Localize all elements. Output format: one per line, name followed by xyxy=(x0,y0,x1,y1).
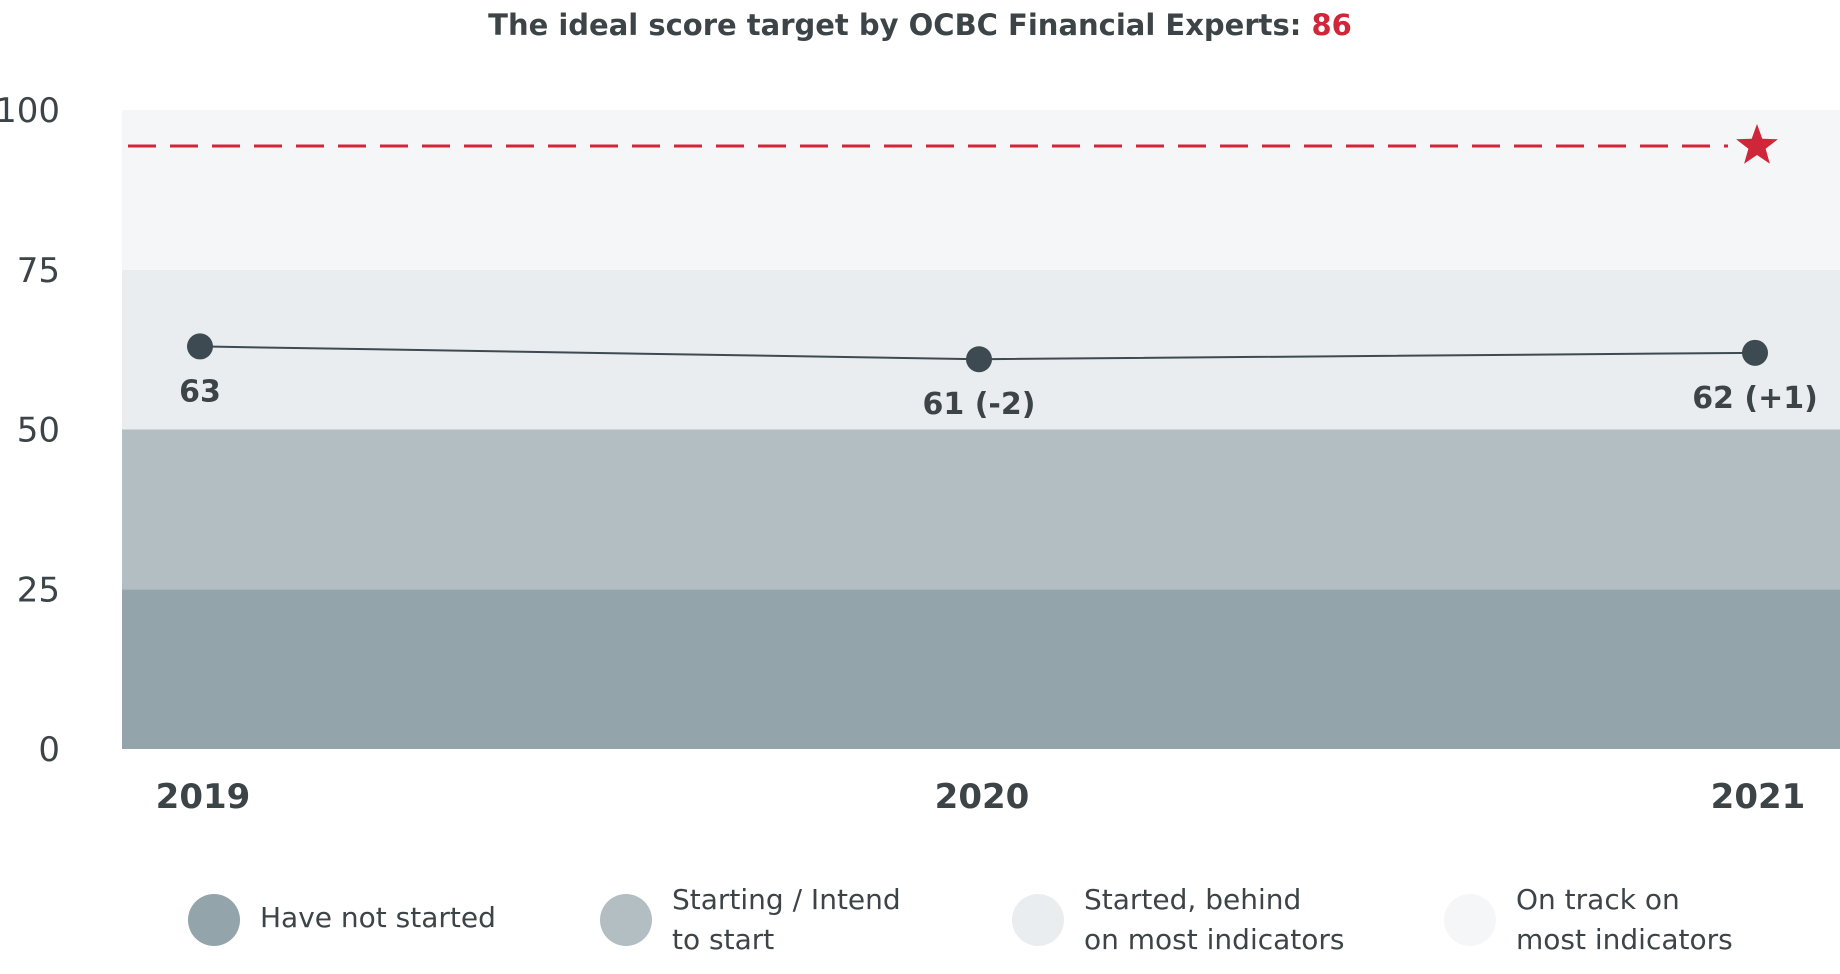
y-axis-ticks: 0 25 50 75 100 xyxy=(0,91,60,770)
legend-item-on-track: On track on most indicators xyxy=(1444,883,1733,960)
score-bands xyxy=(122,110,1840,749)
legend-label-started-behind: Started, behind on most indicators xyxy=(1084,883,1345,956)
legend-swatch-started-behind xyxy=(1012,894,1064,946)
y-tick-label: 0 xyxy=(38,730,60,770)
legend-item-have-not-started: Have not started xyxy=(188,892,496,946)
band-3 xyxy=(122,110,1840,270)
legend-swatch-have-not-started xyxy=(188,894,240,946)
x-axis-ticks: 2019 2020 2021 xyxy=(156,777,1806,817)
legend-item-starting: Starting / Intend to start xyxy=(600,883,901,960)
chart-title: The ideal score target by OCBC Financial… xyxy=(0,8,1840,42)
chart-title-target-value: 86 xyxy=(1311,8,1352,42)
data-label: 61 (-2) xyxy=(923,387,1036,422)
data-point xyxy=(1742,339,1768,366)
x-tick-label: 2021 xyxy=(1711,777,1806,817)
legend-label-have-not-started: Have not started xyxy=(260,901,496,934)
y-tick-label: 75 xyxy=(17,251,60,291)
y-tick-label: 100 xyxy=(0,91,60,131)
star-icon xyxy=(1736,124,1778,164)
legend-swatch-starting xyxy=(600,894,652,946)
y-tick-label: 25 xyxy=(17,570,60,610)
data-label: 62 (+1) xyxy=(1692,381,1818,416)
legend-item-started-behind: Started, behind on most indicators xyxy=(1012,883,1345,960)
band-0 xyxy=(122,589,1840,749)
series-group: 63 61 (-2) 62 (+1) xyxy=(179,333,1818,422)
chart-title-text: The ideal score target by OCBC Financial… xyxy=(488,8,1302,42)
target-line-group xyxy=(128,124,1778,164)
x-tick-label: 2019 xyxy=(156,777,251,817)
x-tick-label: 2020 xyxy=(935,777,1030,817)
data-label: 63 xyxy=(179,374,221,409)
band-1 xyxy=(122,429,1840,590)
legend-label-on-track: On track on most indicators xyxy=(1516,883,1733,956)
legend-label-starting: Starting / Intend to start xyxy=(672,883,901,956)
data-point xyxy=(966,346,992,373)
legend-swatch-on-track xyxy=(1444,894,1496,946)
y-tick-label: 50 xyxy=(17,411,60,451)
data-point xyxy=(187,333,213,360)
